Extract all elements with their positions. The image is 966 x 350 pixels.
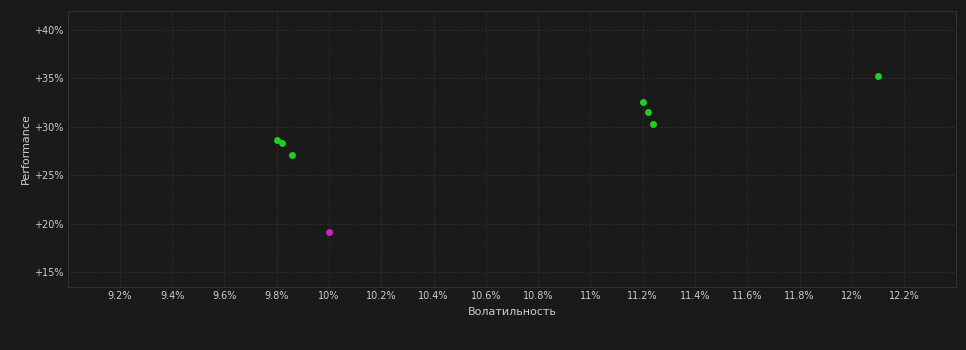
Point	[645, 121, 661, 127]
X-axis label: Волатильность: Волатильность	[468, 307, 556, 317]
Point	[635, 99, 650, 105]
Point	[640, 110, 656, 115]
Y-axis label: Performance: Performance	[21, 113, 31, 184]
Point	[870, 73, 886, 78]
Point	[285, 152, 300, 158]
Point	[322, 229, 337, 234]
Point	[274, 141, 290, 146]
Point	[269, 137, 284, 142]
